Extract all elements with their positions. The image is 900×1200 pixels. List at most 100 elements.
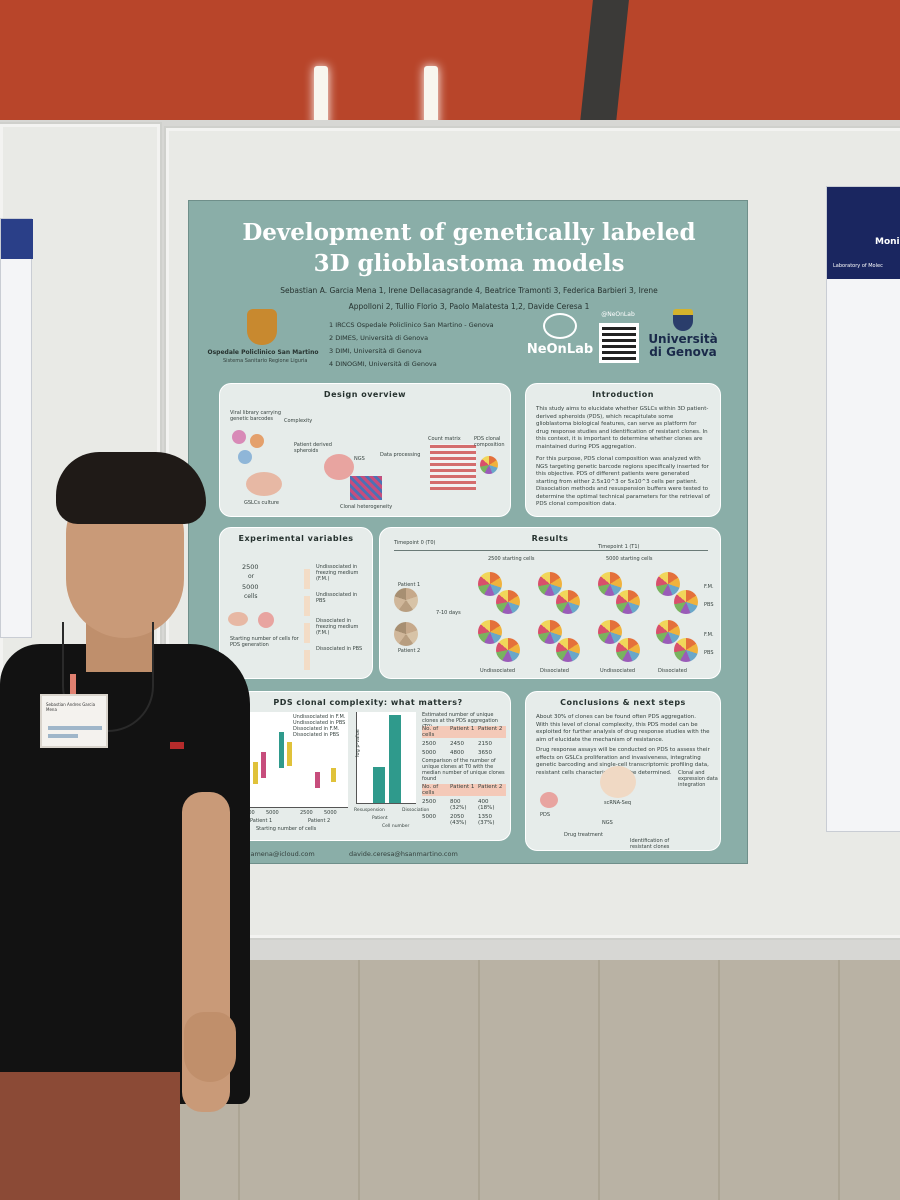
diagram-label: Clonal heterogeneity (340, 504, 393, 510)
condition-label: Dissociated in PBS (316, 646, 363, 652)
panel-title: Design overview (323, 390, 407, 399)
poster-title-line-1: Development of genetically labeled (242, 219, 696, 246)
panel-clonal-complexity: PDS clonal complexity: what matters? Und… (225, 691, 511, 841)
table-cell: 4800 (450, 750, 464, 756)
name-badge: Sebastian Andres Garcia Mena (40, 694, 108, 748)
y-axis-label: log p-value (354, 729, 361, 757)
diagram-label: Drug treatment (564, 832, 603, 838)
necklace (62, 622, 154, 732)
neighbor-poster-left (0, 218, 33, 638)
legend-entry: Undissociated in PBS (293, 720, 346, 726)
legend-entry: Undissociated in F.M. (293, 714, 346, 720)
result-pie (598, 620, 622, 644)
t0-pie (394, 622, 418, 646)
panel-title: Conclusions & next steps (560, 698, 686, 707)
table-cell: 2050 (43%) (450, 814, 467, 826)
table-header-row: No. of cells Patient 1 Patient 2 (422, 726, 506, 738)
column-label: Dissociated (658, 668, 687, 674)
table-cell: 2450 (450, 741, 464, 747)
column-header: 5000 starting cells (606, 556, 653, 562)
diagram-label: Data processing (380, 452, 421, 458)
table-cell: 2500 (422, 741, 436, 747)
patient-label: Patient 2 (398, 648, 421, 654)
hospital-name: Ospedale Policlinico San Martino (207, 349, 319, 356)
table-caption: Comparison of the number of unique clone… (422, 758, 505, 782)
table-cell: 5000 (422, 750, 436, 756)
result-pie (616, 638, 640, 662)
university-name-line-2: di Genova (649, 345, 717, 359)
badge-name: Sebastian Andres Garcia Mena (46, 702, 96, 712)
diagram-label: Identification of resistant clones (630, 838, 670, 850)
spheroid-icon (258, 612, 274, 628)
box (287, 742, 292, 766)
result-pie (656, 620, 680, 644)
ceiling-light (424, 66, 438, 128)
panel-title: Introduction (592, 390, 654, 399)
hair (56, 452, 206, 524)
affiliation-item: 2 DIMES, Università di Genova (329, 334, 429, 342)
diagram-label: PDS clonal composition (474, 436, 505, 448)
neighbor-poster-subtitle: Laboratory of Molec (833, 263, 883, 269)
column-label: Undissociated (600, 668, 636, 674)
panel-title: Experimental variables (238, 534, 354, 543)
table-row: 5000 4800 3650 (422, 747, 506, 756)
table-cell: 1350 (37%) (478, 814, 495, 826)
bar-label: Cell number (382, 824, 410, 829)
tube-icon (304, 562, 310, 670)
row-label: F.M. (704, 584, 714, 590)
table-row: 2500 2450 2150 (422, 738, 506, 747)
table-cell: 2500 (422, 799, 436, 805)
poster-title-line-2: 3D glioblastoma models (313, 250, 625, 277)
university-logo: Università di Genova (643, 309, 723, 359)
result-pie (656, 572, 680, 596)
qr-code-icon (599, 323, 639, 363)
cells-icon (228, 612, 248, 626)
row-label: PBS (704, 602, 714, 608)
affiliations: 1 IRCCS Ospedale Policlinico San Martino… (329, 319, 569, 371)
column-header: 2500 starting cells (488, 556, 535, 562)
affiliation-item: 1 IRCCS Ospedale Policlinico San Martino… (329, 321, 494, 329)
panel-introduction: Introduction This study aims to elucidat… (525, 383, 721, 517)
cell-count-unit: cells (244, 593, 258, 600)
barcode-virus-icon (238, 450, 252, 464)
result-pie (496, 590, 520, 614)
bar-label: Dissociation (402, 808, 430, 813)
table-header: Patient 2 (478, 784, 503, 790)
bar (373, 767, 385, 803)
box (331, 768, 336, 782)
tick-label: 2500 (300, 810, 313, 816)
cell-count: 2500 (242, 563, 259, 571)
hospital-logo: Ospedale Policlinico San Martino Sistema… (203, 309, 323, 364)
diagram-label: Count matrix (428, 436, 461, 442)
badge-stripe (48, 734, 78, 738)
timepoint-label: Timepoint 1 (T1) (598, 544, 640, 550)
panel-title: Results (531, 534, 569, 543)
timeline-arrow (394, 550, 708, 551)
neonlab-handle: @NeOnLab (601, 311, 635, 318)
result-pie (478, 572, 502, 596)
result-pie (616, 590, 640, 614)
table-header: Patient 2 (478, 726, 503, 732)
column-label: Undissociated (480, 668, 516, 674)
x-axis-label: Starting number of cells (256, 826, 317, 832)
pvalue-bar-chart (356, 712, 416, 804)
bar-label: Resuspension (354, 808, 385, 813)
paragraph: About 30% of clones can be found often P… (536, 714, 710, 743)
table-cell: 800 (32%) (450, 799, 467, 811)
diagram-label: Clonal and expression data integration (678, 770, 718, 788)
box (261, 752, 266, 778)
row-label: F.M. (704, 632, 714, 638)
result-pie (496, 638, 520, 662)
cell-count: 5000 (242, 583, 259, 591)
group-label: Patient 2 (308, 818, 331, 824)
affiliation-item: 3 DIMI, Università di Genova (329, 347, 422, 355)
paragraph: For this purpose, PDS clonal composition… (536, 456, 710, 507)
scrna-cluster-icon (600, 766, 636, 798)
trousers (0, 1072, 180, 1200)
scientific-poster: Development of genetically labeled 3D gl… (188, 200, 748, 864)
composition-pie-icon (480, 456, 498, 474)
panel-title: PDS clonal complexity: what matters? (273, 698, 463, 707)
clones-table: No. of cells Patient 1 Patient 2 2500 24… (422, 726, 506, 756)
panel-design-overview: Design overview Viral library carrying g… (219, 383, 511, 517)
badge-stripe (48, 726, 102, 730)
